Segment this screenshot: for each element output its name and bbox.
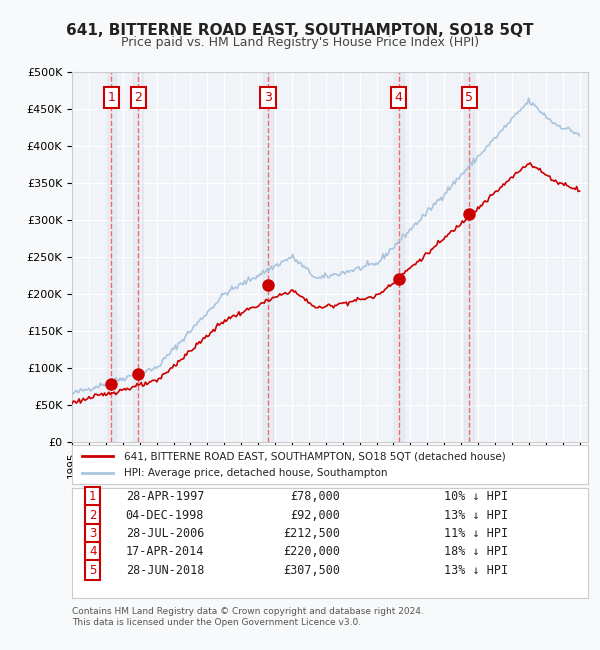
Bar [464, 72, 475, 442]
Text: 11% ↓ HPI: 11% ↓ HPI [443, 527, 508, 540]
Text: 13% ↓ HPI: 13% ↓ HPI [443, 508, 508, 521]
Text: 10% ↓ HPI: 10% ↓ HPI [443, 490, 508, 503]
Text: 1: 1 [89, 490, 97, 503]
Text: £78,000: £78,000 [290, 490, 340, 503]
Bar [133, 72, 143, 442]
Text: This data is licensed under the Open Government Licence v3.0.: This data is licensed under the Open Gov… [72, 618, 361, 627]
Text: 28-APR-1997: 28-APR-1997 [125, 490, 204, 503]
Bar [106, 72, 116, 442]
Text: Contains HM Land Registry data © Crown copyright and database right 2024.: Contains HM Land Registry data © Crown c… [72, 607, 424, 616]
Text: 5: 5 [466, 91, 473, 104]
Text: 28-JUN-2018: 28-JUN-2018 [125, 564, 204, 577]
Text: 2: 2 [134, 91, 142, 104]
Text: 641, BITTERNE ROAD EAST, SOUTHAMPTON, SO18 5QT (detached house): 641, BITTERNE ROAD EAST, SOUTHAMPTON, SO… [124, 451, 505, 461]
Text: 3: 3 [89, 527, 97, 540]
Text: 28-JUL-2006: 28-JUL-2006 [125, 527, 204, 540]
Text: 4: 4 [395, 91, 403, 104]
Bar [263, 72, 273, 442]
Text: £92,000: £92,000 [290, 508, 340, 521]
Text: Price paid vs. HM Land Registry's House Price Index (HPI): Price paid vs. HM Land Registry's House … [121, 36, 479, 49]
Text: 2: 2 [89, 508, 97, 521]
Text: HPI: Average price, detached house, Southampton: HPI: Average price, detached house, Sout… [124, 469, 387, 478]
Text: 4: 4 [89, 545, 97, 558]
Text: 641, BITTERNE ROAD EAST, SOUTHAMPTON, SO18 5QT: 641, BITTERNE ROAD EAST, SOUTHAMPTON, SO… [66, 23, 534, 38]
Text: 5: 5 [89, 564, 97, 577]
Text: £212,500: £212,500 [283, 527, 340, 540]
Text: 13% ↓ HPI: 13% ↓ HPI [443, 564, 508, 577]
Text: 17-APR-2014: 17-APR-2014 [125, 545, 204, 558]
Text: 3: 3 [264, 91, 272, 104]
Text: 04-DEC-1998: 04-DEC-1998 [125, 508, 204, 521]
Text: £307,500: £307,500 [283, 564, 340, 577]
Text: £220,000: £220,000 [283, 545, 340, 558]
Text: 18% ↓ HPI: 18% ↓ HPI [443, 545, 508, 558]
Bar [394, 72, 404, 442]
Text: 1: 1 [107, 91, 115, 104]
